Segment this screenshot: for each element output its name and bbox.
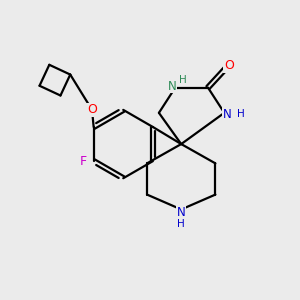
Text: N: N: [168, 80, 177, 93]
Text: H: H: [237, 109, 244, 119]
Text: O: O: [87, 103, 97, 116]
Text: N: N: [177, 206, 186, 219]
Text: H: H: [177, 219, 185, 229]
Text: O: O: [224, 59, 234, 72]
Text: N: N: [223, 108, 232, 121]
Text: H: H: [179, 75, 187, 85]
Text: F: F: [80, 154, 87, 168]
